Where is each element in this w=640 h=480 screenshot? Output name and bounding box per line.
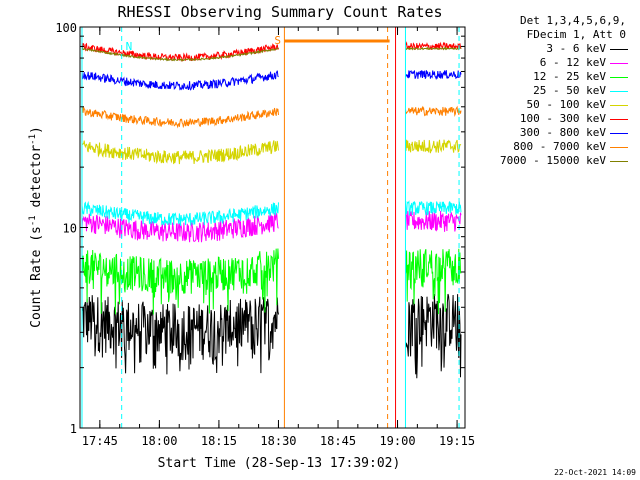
legend-entry-label: 50 - 100 keV bbox=[526, 98, 606, 111]
x-tick-label-5: 19:00 bbox=[379, 434, 415, 448]
legend-entry: 3 - 6 keV bbox=[470, 42, 638, 56]
y-tick-label-2: 100 bbox=[55, 21, 77, 35]
plot-area: SN bbox=[81, 27, 462, 428]
series-1-trace-1 bbox=[405, 209, 462, 232]
legend-entry-label: 100 - 300 keV bbox=[519, 112, 606, 125]
series-4-trace-1 bbox=[405, 139, 462, 154]
axes: 1 10 100 17:45 18:00 18:15 18:30 18:45 19:00 19:1… bbox=[55, 21, 475, 448]
y-axis-label: Count Rate (s-1 detector-1) bbox=[28, 126, 44, 328]
series-0-trace-0 bbox=[81, 295, 279, 375]
legend-entry: 25 - 50 keV bbox=[470, 84, 638, 98]
legend-entry-label: 7000 - 15000 keV bbox=[500, 154, 606, 167]
legend-entry: 7000 - 15000 keV bbox=[470, 154, 638, 168]
legend-entry-label: 6 - 12 keV bbox=[539, 56, 606, 69]
x-tick-label-6: 19:15 bbox=[439, 434, 475, 448]
x-tick-label-2: 18:15 bbox=[201, 434, 237, 448]
legend-entry: 12 - 25 keV bbox=[470, 70, 638, 84]
series-7-trace-1 bbox=[405, 105, 462, 117]
legend-swatch bbox=[610, 63, 628, 64]
generation-timestamp: 22-Oct-2021 14:09 bbox=[554, 468, 636, 477]
legend-entry: 300 - 800 keV bbox=[470, 126, 638, 140]
series-6-trace-0 bbox=[81, 70, 279, 91]
legend-entry-label: 3 - 6 keV bbox=[546, 42, 606, 55]
legend-swatch bbox=[610, 77, 628, 78]
legend-swatch bbox=[610, 133, 628, 134]
legend-entry-label: 12 - 25 keV bbox=[533, 70, 606, 83]
legend-entry-label: 25 - 50 keV bbox=[533, 84, 606, 97]
x-axis-label: Start Time (28-Sep-13 17:39:02) bbox=[158, 456, 401, 471]
series-0 bbox=[81, 293, 462, 379]
legend-entry-label: 800 - 7000 keV bbox=[513, 140, 606, 153]
series-8 bbox=[81, 46, 462, 62]
legend-entries: 3 - 6 keV 6 - 12 keV 12 - 25 keV 25 - 50 ke… bbox=[470, 42, 638, 168]
series-1-trace-0 bbox=[81, 211, 279, 243]
series-1 bbox=[81, 209, 462, 243]
night-label: N bbox=[126, 40, 133, 53]
x-tick-label-1: 18:00 bbox=[141, 434, 177, 448]
series-8-trace-0 bbox=[81, 46, 279, 62]
legend-header-line-2: FDecim 1, Att 0 bbox=[526, 28, 626, 41]
series-7-trace-0 bbox=[81, 105, 279, 129]
series-2-trace-1 bbox=[405, 248, 462, 315]
legend-swatch bbox=[610, 119, 628, 120]
y-tick-label-1: 10 bbox=[63, 222, 77, 236]
legend-swatch bbox=[610, 91, 628, 92]
legend-swatch bbox=[610, 49, 628, 50]
series-6 bbox=[81, 70, 462, 91]
legend-entry: 6 - 12 keV bbox=[470, 56, 638, 70]
series-4-trace-0 bbox=[81, 140, 279, 165]
series-4 bbox=[81, 139, 462, 165]
saa-label: S bbox=[274, 34, 281, 47]
x-tick-label-0: 17:45 bbox=[82, 434, 118, 448]
legend-swatch bbox=[610, 161, 628, 162]
legend-entry: 50 - 100 keV bbox=[470, 98, 638, 112]
y-tick-label-0: 1 bbox=[70, 422, 77, 436]
series-8-trace-1 bbox=[405, 46, 462, 51]
x-tick-label-4: 18:45 bbox=[320, 434, 356, 448]
chart-title: RHESSI Observing Summary Count Rates bbox=[117, 3, 442, 21]
series-5-trace-1 bbox=[405, 41, 462, 50]
legend-swatch bbox=[610, 147, 628, 148]
series-6-trace-1 bbox=[405, 70, 462, 81]
legend-swatch bbox=[610, 105, 628, 106]
series-7 bbox=[81, 105, 462, 129]
series-3-trace-1 bbox=[405, 200, 462, 216]
legend-header-line-1: Det 1,3,4,5,6,9, bbox=[520, 14, 626, 27]
series-3 bbox=[81, 200, 462, 227]
series-5-trace-0 bbox=[81, 42, 279, 62]
series-2 bbox=[81, 248, 462, 315]
legend: Det 1,3,4,5,6,9, FDecim 1, Att 0 3 - 6 k… bbox=[470, 14, 638, 168]
legend-entry: 100 - 300 keV bbox=[470, 112, 638, 126]
series-2-trace-0 bbox=[81, 248, 279, 315]
series-3-trace-0 bbox=[81, 200, 279, 227]
legend-entry: 800 - 7000 keV bbox=[470, 140, 638, 154]
x-tick-label-3: 18:30 bbox=[260, 434, 296, 448]
legend-entry-label: 300 - 800 keV bbox=[519, 126, 606, 139]
series-0-trace-1 bbox=[405, 293, 462, 379]
